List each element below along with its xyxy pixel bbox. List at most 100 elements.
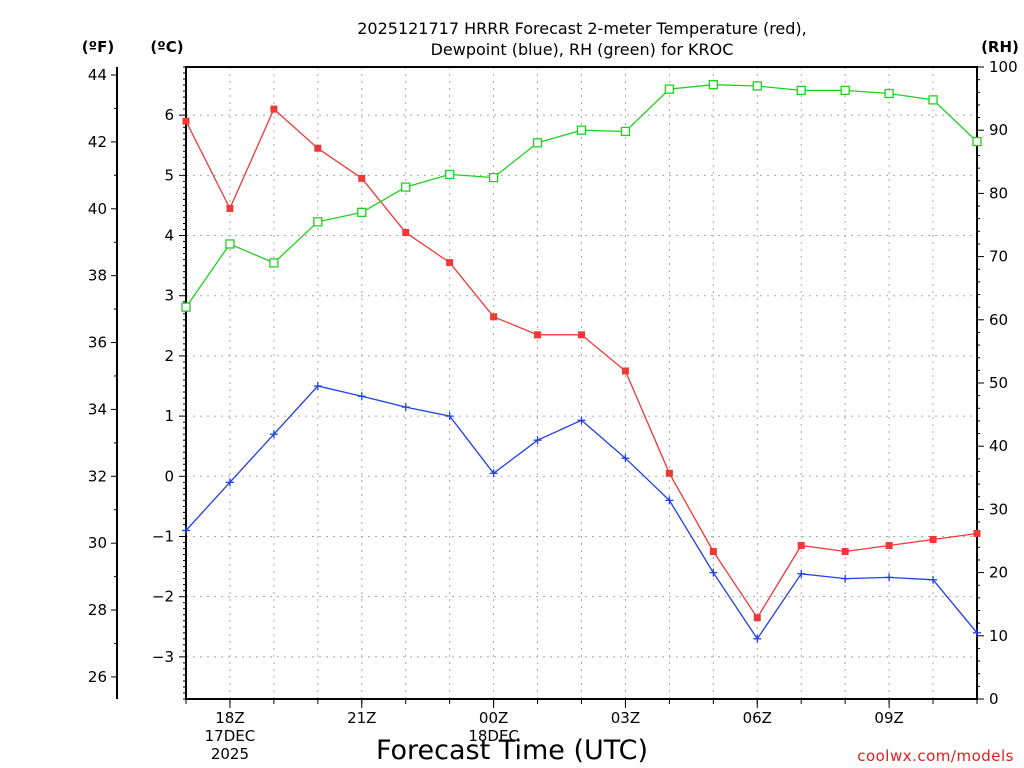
dewpoint-point xyxy=(797,569,806,578)
rh-point xyxy=(840,85,850,96)
chart-title-line-1: 2025121717 HRRR Forecast 2-meter Tempera… xyxy=(357,19,807,38)
dewpoint-point xyxy=(577,416,586,425)
dewpoint-point xyxy=(489,469,498,478)
rh-tick-label: 20 xyxy=(989,564,1008,582)
rh-point xyxy=(664,84,675,94)
celsius-tick-label: −2 xyxy=(152,588,174,606)
fahrenheit-unit-label: (ºF) xyxy=(82,38,114,56)
rh-point xyxy=(752,81,762,91)
dewpoint-point xyxy=(401,403,410,412)
dewpoint-point xyxy=(973,628,981,637)
fahrenheit-tick-label: 40 xyxy=(88,200,107,218)
rh-tick-label: 0 xyxy=(989,690,999,708)
chart-title-line-2: Dewpoint (blue), RH (green) for KROC xyxy=(431,40,734,59)
temperature-point xyxy=(226,204,234,212)
rh-point xyxy=(488,172,499,183)
rh-point xyxy=(445,169,455,180)
rh-line xyxy=(185,84,978,308)
rh-point xyxy=(708,80,718,90)
rh-point xyxy=(884,88,894,99)
series-lines xyxy=(181,80,982,643)
x-tick-date-label: 17DEC xyxy=(205,727,256,745)
temperature-point xyxy=(314,144,322,152)
temperature-point xyxy=(665,469,673,477)
rh-point xyxy=(796,85,806,96)
dewpoint-point xyxy=(269,430,278,439)
rh-point xyxy=(620,126,631,137)
x-tick-label: 00Z xyxy=(479,709,508,727)
fahrenheit-tick-label: 36 xyxy=(88,334,107,352)
axes: 26283032343638404244−3−2−101234560102030… xyxy=(88,58,1018,763)
dewpoint-point xyxy=(225,478,234,487)
celsius-tick-label: 5 xyxy=(164,166,174,184)
rh-point xyxy=(532,138,543,148)
celsius-tick-label: 3 xyxy=(164,287,174,305)
dewpoint-point xyxy=(445,412,454,421)
x-tick-label: 09Z xyxy=(874,709,903,727)
fahrenheit-tick-label: 26 xyxy=(88,668,107,686)
x-tick-label: 18Z xyxy=(215,709,244,727)
rh-tick-label: 80 xyxy=(989,184,1008,202)
rh-point xyxy=(181,302,191,312)
celsius-tick-label: 2 xyxy=(164,347,174,365)
celsius-tick-label: 0 xyxy=(164,467,174,485)
celsius-tick-label: −3 xyxy=(152,648,174,666)
temperature-point xyxy=(973,529,981,537)
celsius-unit-label: (ºC) xyxy=(150,38,183,56)
x-tick-year-label: 2025 xyxy=(211,745,249,763)
fahrenheit-tick-label: 32 xyxy=(88,467,107,485)
celsius-tick-label: 6 xyxy=(164,106,174,124)
dewpoint-point xyxy=(533,436,542,445)
credit-text: coolwx.com/models xyxy=(857,747,1014,765)
grid-lines xyxy=(186,67,977,699)
rh-point xyxy=(401,182,411,192)
rh-point xyxy=(972,136,982,147)
celsius-tick-label: 1 xyxy=(164,407,174,425)
x-tick-date-label: 18DEC xyxy=(468,727,519,745)
fahrenheit-tick-label: 42 xyxy=(88,133,107,151)
rh-point xyxy=(576,125,587,135)
temperature-point xyxy=(885,542,893,550)
rh-tick-label: 30 xyxy=(989,500,1008,518)
dewpoint-point xyxy=(621,454,630,463)
rh-tick-label: 40 xyxy=(989,437,1008,455)
dewpoint-point xyxy=(665,496,674,505)
rh-point xyxy=(357,207,367,218)
dewpoint-point xyxy=(841,574,850,583)
temperature-point xyxy=(534,331,542,339)
dewpoint-point xyxy=(709,568,718,577)
temperature-point xyxy=(621,367,629,375)
fahrenheit-tick-label: 34 xyxy=(88,400,107,418)
temperature-point xyxy=(490,313,498,321)
rh-tick-label: 70 xyxy=(989,248,1008,266)
rh-unit-label: (RH) xyxy=(981,38,1019,56)
temperature-point xyxy=(182,117,190,125)
celsius-tick-label: −1 xyxy=(152,527,174,545)
temperature-point xyxy=(929,535,937,543)
dewpoint-point xyxy=(313,382,322,391)
temperature-point xyxy=(446,259,454,267)
dewpoint-point xyxy=(753,634,762,643)
x-axis-title: Forecast Time (UTC) xyxy=(376,735,648,766)
temperature-point xyxy=(358,174,366,182)
dewpoint-point xyxy=(182,526,190,535)
rh-point xyxy=(928,95,938,105)
rh-point xyxy=(313,217,323,227)
x-tick-label: 21Z xyxy=(347,709,376,727)
fahrenheit-tick-label: 28 xyxy=(88,601,107,619)
fahrenheit-tick-label: 44 xyxy=(88,66,107,84)
temperature-point xyxy=(270,105,278,113)
rh-tick-label: 50 xyxy=(989,374,1008,392)
rh-tick-label: 60 xyxy=(989,311,1008,329)
x-tick-label: 03Z xyxy=(611,709,640,727)
rh-point xyxy=(225,239,235,249)
temperature-point xyxy=(578,331,585,339)
temperature-point xyxy=(797,542,805,550)
temperature-point xyxy=(709,548,717,556)
temperature-point xyxy=(753,614,761,622)
temperature-point xyxy=(841,548,849,556)
fahrenheit-tick-label: 30 xyxy=(88,534,107,552)
rh-tick-label: 100 xyxy=(989,58,1018,76)
fahrenheit-tick-label: 38 xyxy=(88,267,107,285)
